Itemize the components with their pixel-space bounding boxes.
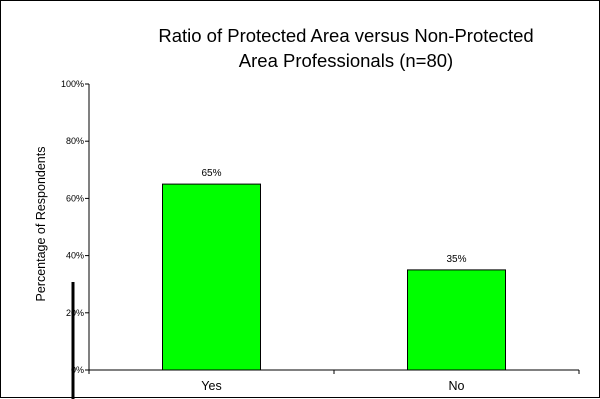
chart-title-line-1: Ratio of Protected Area versus Non-Prote… — [158, 25, 533, 46]
y-axis-label: Percentage of Respondents — [34, 147, 48, 302]
y-tick-label: 20% — [66, 308, 84, 318]
y-tick-label: 80% — [66, 136, 84, 146]
y-tick-label: 40% — [66, 251, 84, 261]
x-category-label: Yes — [201, 379, 221, 393]
bar — [162, 183, 261, 371]
bar-data-label: 65% — [201, 168, 221, 179]
y-tick-label: 0% — [71, 365, 84, 375]
bar — [407, 269, 506, 371]
y-tick-label: 100% — [61, 79, 84, 89]
bar-data-label: 35% — [446, 254, 466, 265]
plot-area: 0% 20% 40% 60% 80% 100% 65% Yes 35% No — [61, 79, 580, 393]
chart-title-line-2: Area Professionals (n=80) — [239, 50, 453, 71]
x-category-label: No — [449, 379, 465, 393]
y-tick-label: 60% — [66, 193, 84, 203]
